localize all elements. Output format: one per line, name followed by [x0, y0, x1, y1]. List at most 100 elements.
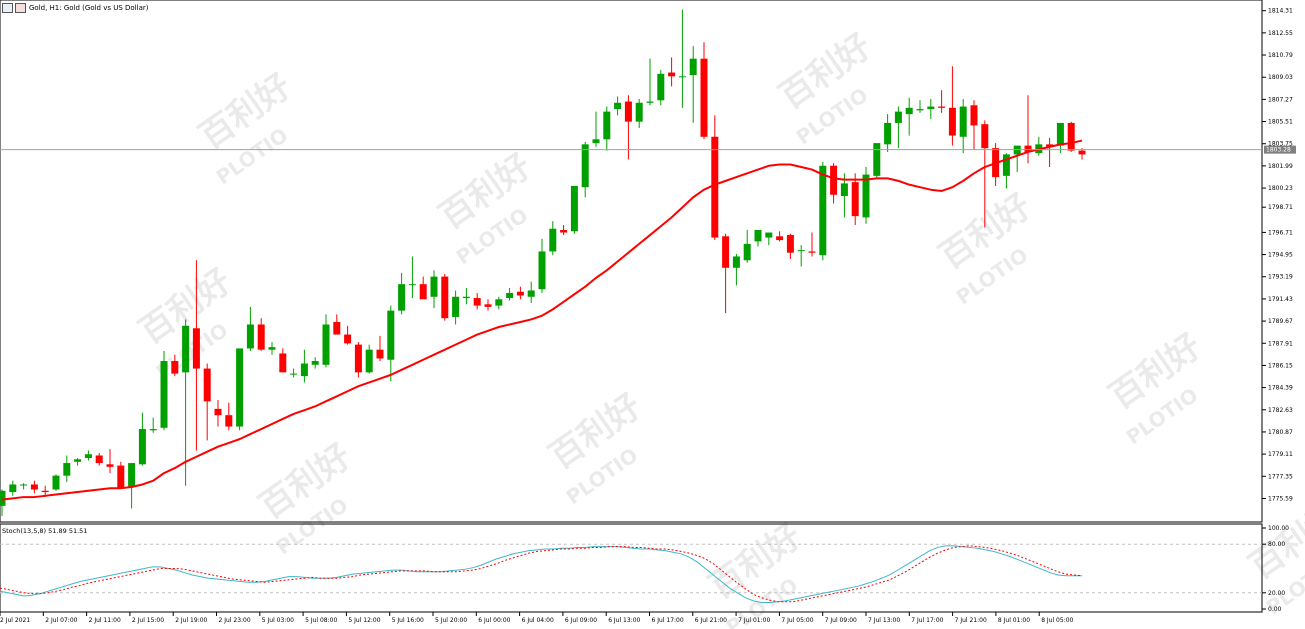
candle-body — [63, 463, 71, 476]
candle-body — [689, 58, 697, 76]
candle-body — [41, 490, 49, 493]
candle — [884, 114, 892, 152]
candle-body — [1002, 154, 1010, 176]
candle — [506, 287, 514, 301]
candle-body — [214, 408, 222, 416]
time-tick-label: 6 Jul 09:00 — [565, 617, 597, 624]
candle-body — [743, 243, 751, 261]
candle-body — [981, 124, 989, 149]
price-tick-label: 1814.31 — [1268, 8, 1293, 15]
time-tick-label: 7 Jul 09:00 — [825, 617, 857, 624]
candle-body — [527, 290, 535, 297]
candle — [538, 238, 546, 293]
candle-body — [894, 111, 902, 123]
candle-body — [171, 361, 179, 374]
candle — [797, 245, 805, 267]
time-tick-label: 7 Jul 01:00 — [738, 617, 770, 624]
candle — [570, 185, 578, 234]
candle-body — [268, 347, 276, 350]
candle — [646, 58, 654, 106]
candle — [722, 233, 730, 314]
stoch-axis: 100.00 80.00 20.00 0.00 — [1262, 525, 1289, 613]
candle — [473, 292, 481, 310]
candle — [106, 449, 114, 474]
candle-body — [603, 111, 611, 140]
candle-body — [225, 415, 233, 427]
candle — [117, 461, 125, 489]
candle — [52, 474, 60, 491]
candle-body — [300, 363, 308, 377]
stoch-tick-label: 0.00 — [1268, 606, 1282, 613]
price-tick-label: 1805.51 — [1268, 119, 1293, 126]
candle-body — [786, 235, 794, 253]
stoch-tick-label: 20.00 — [1268, 590, 1285, 597]
price-plot-area[interactable] — [0, 0, 1263, 523]
candle — [830, 163, 838, 204]
candle-body — [484, 304, 492, 307]
candle-body — [808, 251, 816, 253]
stoch-plot-area[interactable] — [0, 523, 1263, 613]
candle-body — [149, 429, 157, 431]
candle — [462, 287, 470, 305]
candle — [560, 224, 568, 236]
candle — [1035, 136, 1043, 156]
candle — [354, 342, 362, 378]
candle-body — [30, 484, 38, 490]
candle — [916, 100, 924, 113]
candle-body — [657, 73, 665, 101]
price-tick-label: 1807.27 — [1268, 96, 1293, 103]
price-tick-label: 1800.23 — [1268, 185, 1293, 192]
time-tick-label: 5 Jul 03:00 — [262, 617, 294, 624]
price-tick-label: 1803.75 — [1268, 141, 1293, 148]
candle-body — [365, 349, 373, 373]
candle — [743, 230, 751, 263]
time-tick-label: 2 Jul 07:00 — [45, 617, 77, 624]
candle — [214, 400, 222, 427]
candle — [268, 342, 276, 355]
candle — [376, 335, 384, 362]
time-tick-label: 8 Jul 01:00 — [998, 617, 1030, 624]
candle — [894, 106, 902, 149]
candle — [819, 161, 827, 261]
candle — [592, 111, 600, 147]
candle-body — [1024, 145, 1032, 152]
stoch-tick-label: 80.00 — [1268, 541, 1285, 548]
stoch-k-line — [0, 545, 1082, 604]
candle-body — [884, 122, 892, 145]
candle — [970, 100, 978, 150]
candle-body — [117, 465, 125, 489]
candle-body — [236, 348, 244, 427]
stoch-levels — [0, 543, 1262, 594]
candle-body — [192, 328, 200, 369]
candle — [776, 231, 784, 242]
candle-body — [419, 284, 427, 300]
candle-body — [862, 174, 870, 218]
time-tick-label: 2 Jul 15:00 — [132, 617, 164, 624]
candle-body — [52, 475, 60, 490]
candle-body — [257, 324, 265, 350]
candle-body — [354, 344, 362, 373]
candle — [948, 66, 956, 146]
candle-body — [290, 373, 298, 375]
candle-body — [635, 102, 643, 122]
candle-body — [1067, 122, 1075, 151]
candle-body — [473, 298, 481, 306]
candle — [635, 98, 643, 128]
time-tick-label: 5 Jul 12:00 — [348, 617, 380, 624]
candle — [192, 260, 200, 451]
price-tick-label: 1793.19 — [1268, 274, 1293, 281]
price-tick-label: 1786.15 — [1268, 362, 1293, 369]
candle — [344, 325, 352, 345]
candle — [938, 90, 946, 113]
candle — [754, 230, 762, 247]
candle — [182, 319, 190, 486]
symbol-icon — [15, 3, 26, 13]
candle — [786, 233, 794, 259]
price-tick-label: 1775.59 — [1268, 495, 1293, 502]
candle-body — [916, 109, 924, 111]
